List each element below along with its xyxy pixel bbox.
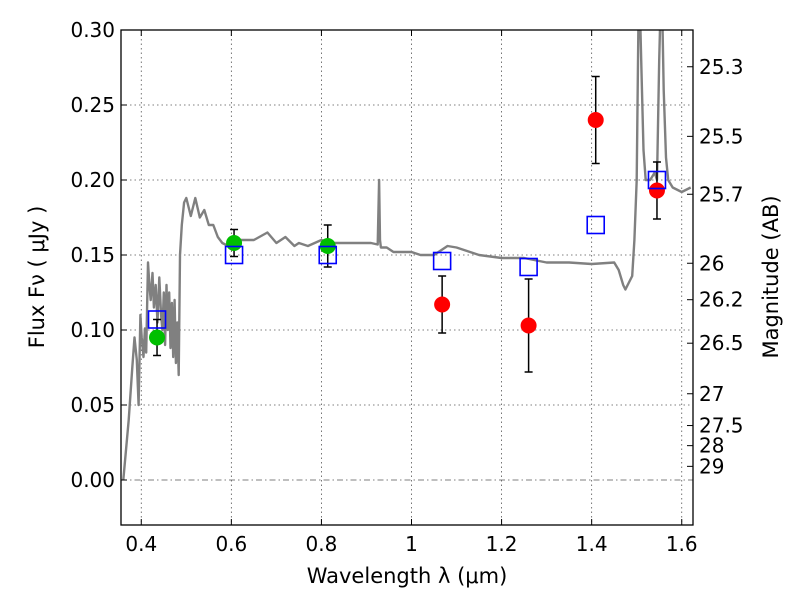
mag-tick-label: 27 [699,382,724,406]
mag-tick-label: 25.3 [699,55,744,79]
mag-tick-label: 26 [699,251,724,275]
observed-flux-point [226,235,243,251]
x-tick-label: 0.4 [125,532,157,556]
mag-tick-label: 29 [699,454,724,478]
y-tick-label: 0.05 [70,393,115,417]
y-tick-label: 0.30 [70,18,115,42]
model-flux-square [432,251,452,271]
mag-tick-label: 27.5 [699,414,744,438]
model-flux-square [519,257,538,277]
model-flux-square [224,245,244,265]
observed-flux-point [587,112,604,128]
y-axis-label: Flux Fν ( μJy ) [25,206,49,349]
model-spectrum [122,30,692,481]
grid [121,29,693,525]
x-tick-label: 0.8 [306,532,338,556]
observed-flux-point [520,317,537,334]
photometry-points [147,75,667,373]
model-spectrum-line [122,30,692,481]
observed-flux-point [149,329,166,346]
mag-tick-label: 28 [699,434,724,458]
mag-tick-label: 26.2 [699,288,744,312]
model-flux-square [586,215,606,235]
y-tick-label: 0.25 [70,93,115,117]
mag-tick-label: 26.5 [699,331,744,355]
y-right-axis-label: Magnitude (AB) [759,195,783,358]
x-tick-label: 1 [405,532,418,556]
x-tick-label: 0.6 [215,532,247,556]
mag-tick-label: 25.5 [699,124,744,148]
x-tick-label: 1.4 [576,532,608,556]
model-flux-square [147,310,167,329]
model-flux-square [318,245,338,265]
x-tick-label: 1.6 [666,532,698,556]
axis-ticks: 0.4 0.6 0.8 1 1.2 1.4 1.6 0.00 0.05 0.10 0.15 0.20 0… [70,18,743,556]
y-tick-label: 0.20 [70,168,115,192]
y-tick-label: 0.00 [70,468,115,492]
mag-tick-label: 25.7 [699,182,744,206]
observed-flux-point [434,296,451,313]
y-tick-label: 0.10 [70,318,115,342]
x-axis-label: Wavelength λ (μm) [307,564,508,588]
y-tick-label: 0.15 [70,243,115,267]
x-tick-label: 1.2 [486,532,518,556]
model-flux-square [647,170,667,190]
plot-frame [120,29,694,526]
observed-flux-point [648,182,665,199]
